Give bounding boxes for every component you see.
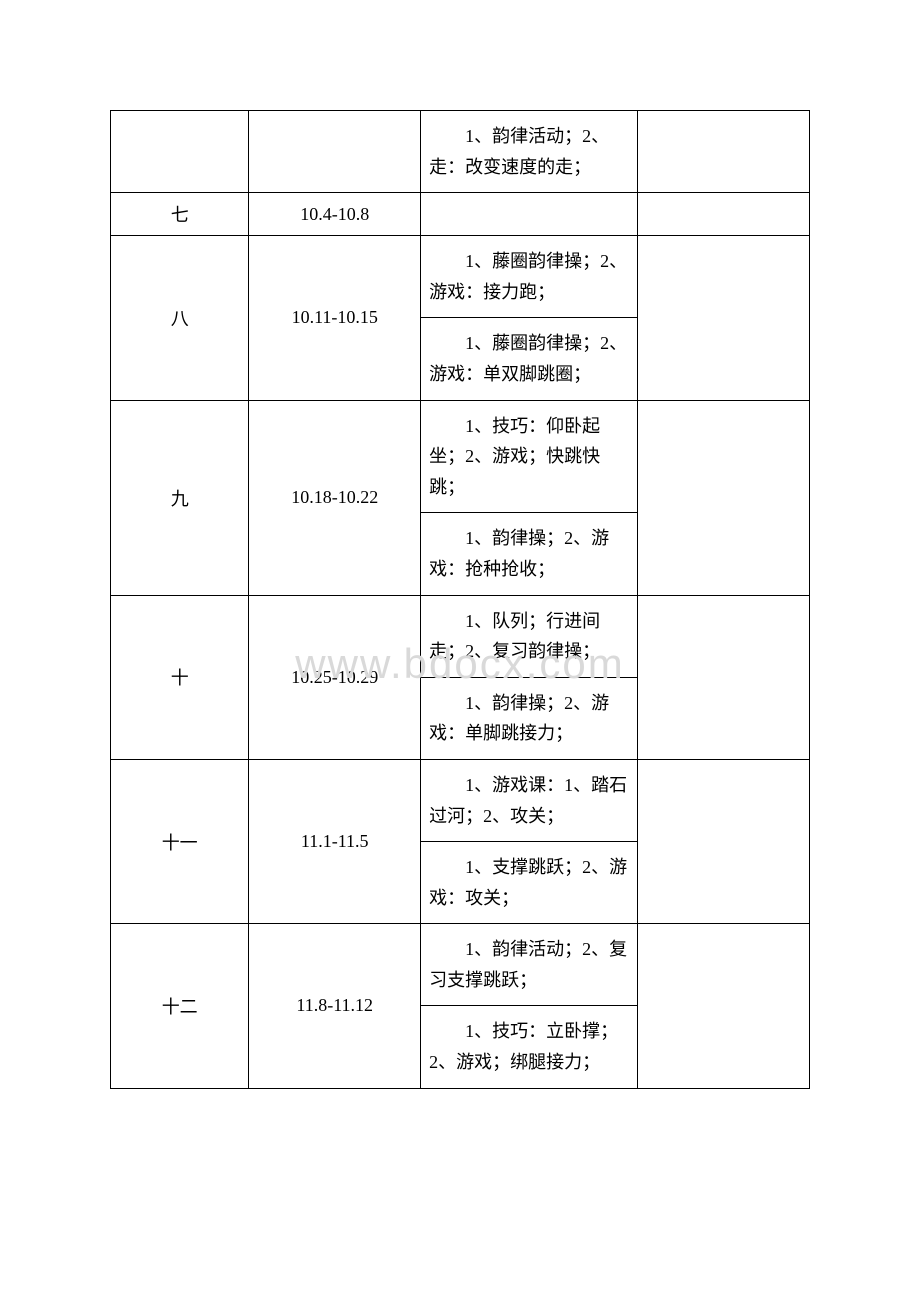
content-cell: 1、游戏课：1、踏石过河；2、攻关； [421,759,638,841]
content-cell [421,193,638,236]
content-cell: 1、韵律操；2、游戏：抢种抢收； [421,513,638,595]
date-cell [249,111,421,193]
week-cell: 九 [111,400,249,595]
content-cell: 1、支撑跳跃；2、游戏：攻关； [421,842,638,924]
table-row: 八 10.11-10.15 1、藤圈韵律操；2、游戏：接力跑； [111,236,810,318]
table-row: 九 10.18-10.22 1、技巧：仰卧起坐；2、游戏；快跳快跳； [111,400,810,513]
week-cell: 七 [111,193,249,236]
date-cell: 10.18-10.22 [249,400,421,595]
blank-cell [638,236,810,400]
table-row: 十二 11.8-11.12 1、韵律活动；2、复习支撑跳跃； [111,924,810,1006]
date-cell: 11.8-11.12 [249,924,421,1088]
date-cell: 10.25-10.29 [249,595,421,759]
content-cell: 1、藤圈韵律操；2、游戏：接力跑； [421,236,638,318]
table-row: 七 10.4-10.8 [111,193,810,236]
schedule-table: 1、韵律活动；2、走：改变速度的走； 七 10.4-10.8 八 10.11-1… [110,110,810,1089]
table-row: 十 10.25-10.29 1、队列；行进间走；2、复习韵律操； [111,595,810,677]
content-cell: 1、队列；行进间走；2、复习韵律操； [421,595,638,677]
table-row: 十一 11.1-11.5 1、游戏课：1、踏石过河；2、攻关； [111,759,810,841]
blank-cell [638,193,810,236]
content-cell: 1、韵律活动；2、复习支撑跳跃； [421,924,638,1006]
content-cell: 1、技巧：立卧撑；2、游戏；绑腿接力； [421,1006,638,1088]
week-cell: 十二 [111,924,249,1088]
content-cell: 1、技巧：仰卧起坐；2、游戏；快跳快跳； [421,400,638,513]
week-cell: 十 [111,595,249,759]
table-row: 1、韵律活动；2、走：改变速度的走； [111,111,810,193]
week-cell: 十一 [111,759,249,923]
content-cell: 1、藤圈韵律操；2、游戏：单双脚跳圈； [421,318,638,400]
week-cell: 八 [111,236,249,400]
date-cell: 10.11-10.15 [249,236,421,400]
blank-cell [638,111,810,193]
blank-cell [638,400,810,595]
date-cell: 11.1-11.5 [249,759,421,923]
table-body: 1、韵律活动；2、走：改变速度的走； 七 10.4-10.8 八 10.11-1… [111,111,810,1089]
blank-cell [638,924,810,1088]
content-cell: 1、韵律操；2、游戏：单脚跳接力； [421,677,638,759]
week-cell [111,111,249,193]
blank-cell [638,595,810,759]
content-cell: 1、韵律活动；2、走：改变速度的走； [421,111,638,193]
date-cell: 10.4-10.8 [249,193,421,236]
blank-cell [638,759,810,923]
